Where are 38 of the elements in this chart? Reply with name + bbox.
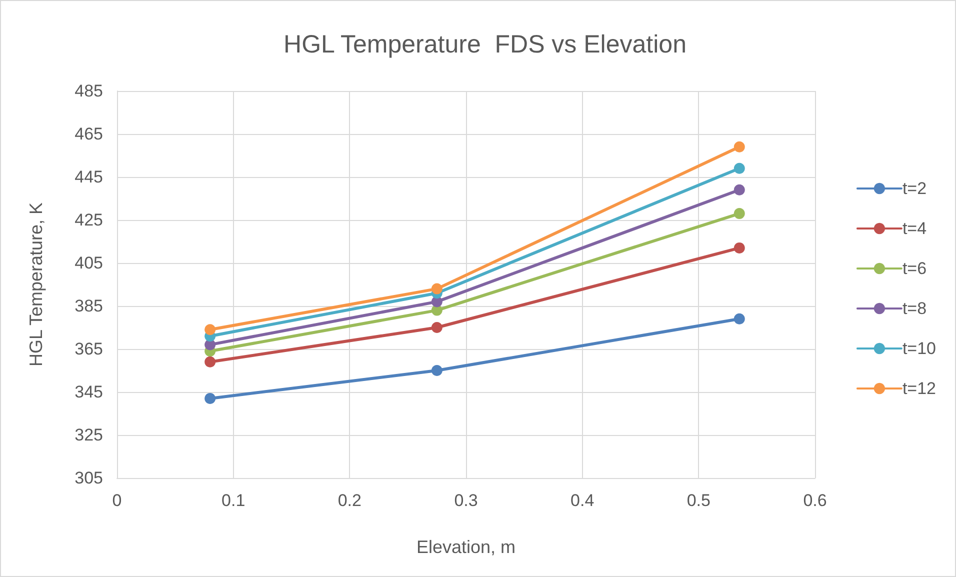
point [734,208,745,220]
x-axis-title: Elevation, m [416,537,516,557]
y-tick-label: 365 [74,340,103,358]
y-tick-label: 445 [74,168,103,186]
x-tick-label: 0 [112,491,122,510]
point [734,141,745,152]
point [431,322,442,333]
y-tick-label: 425 [74,210,103,230]
y-tick-label: 405 [74,254,103,272]
x-tick-label: 0.4 [570,491,594,510]
point [431,365,442,376]
x-tick-label: 0.2 [338,491,362,510]
x-tick-label: 0.6 [803,491,827,510]
point [204,392,216,404]
point [734,184,745,196]
y-tick-label: 485 [74,82,103,100]
legend-label: t=10 [902,339,936,358]
legend-label: t=12 [902,379,936,398]
point [204,356,216,368]
legend-label: t=6 [902,259,927,278]
legend-label: t=2 [902,179,927,198]
legend-label: t=8 [902,299,927,318]
y-axis-title: HGL Temperature, K [26,202,46,367]
y-tick-label: 465 [74,124,103,144]
y-tick-label: 345 [74,382,103,402]
x-tick-label: 0.1 [222,491,246,510]
point [734,162,745,174]
point [734,242,745,254]
point [204,324,216,336]
y-tick-label: 325 [74,426,103,444]
chart-title: HGL Temperature FDS vs Elevation [284,30,686,58]
y-tick-label: 305 [74,468,103,488]
point [734,313,745,324]
x-tick-label: 0.5 [686,491,710,510]
point [431,283,442,294]
legend-label: t=4 [902,219,927,238]
x-tick-label: 0.3 [454,491,478,510]
y-tick-label: 385 [74,296,103,316]
